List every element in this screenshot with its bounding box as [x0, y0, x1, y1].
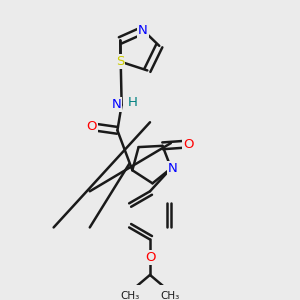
Text: O: O	[145, 251, 155, 264]
Text: N: N	[168, 162, 177, 175]
Text: N: N	[138, 24, 148, 37]
Text: O: O	[183, 138, 194, 151]
Text: H: H	[128, 95, 137, 109]
Text: O: O	[86, 120, 97, 133]
Text: CH₃: CH₃	[121, 291, 140, 300]
Text: S: S	[116, 55, 124, 68]
Text: N: N	[112, 98, 122, 111]
Text: CH₃: CH₃	[160, 291, 179, 300]
